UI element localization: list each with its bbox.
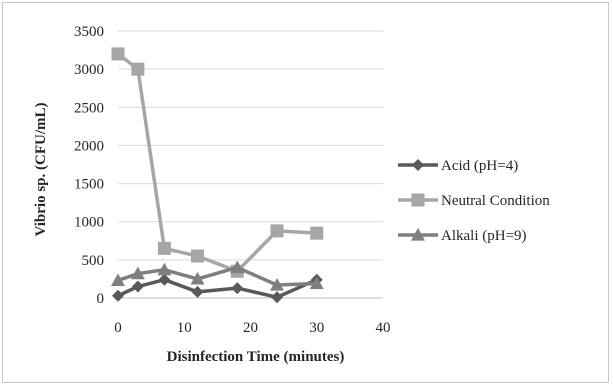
y-axis-title: Vibrio sp. (CFU/mL)	[33, 102, 49, 236]
series-square	[111, 47, 324, 278]
data-point-square	[310, 226, 324, 240]
y-tick-label: 1000	[74, 215, 104, 231]
data-point-triangle	[111, 273, 125, 287]
legend-marker-square	[411, 193, 425, 207]
data-point-diamond	[231, 282, 244, 295]
x-tick-label: 0	[114, 320, 122, 336]
legend: Acid (pH=4) Neutral Condition Alkali (pH=9…	[398, 158, 550, 244]
data-point-triangle	[270, 278, 284, 291]
chart-frame: 0 500 1000 1500 2000 2500 3000 3500 0 10 20 30 40 Di…	[2, 2, 609, 383]
series-line	[117, 277, 318, 299]
data-point-diamond	[158, 273, 171, 286]
data-point-diamond	[112, 289, 124, 302]
x-tick-label: 10	[177, 320, 192, 336]
x-tick-label: 20	[243, 320, 258, 336]
x-tick-label: 30	[309, 320, 324, 336]
legend-label: Acid (pH=4)	[441, 158, 518, 174]
x-tick-label: 40	[376, 320, 391, 336]
legend-marker-triangle	[411, 228, 425, 241]
data-point-triangle	[157, 262, 172, 276]
data-point-square	[270, 224, 284, 238]
y-tick-label: 2500	[74, 100, 104, 116]
y-tick-label: 500	[82, 253, 105, 269]
data-point-square	[111, 47, 125, 61]
legend-label: Neutral Condition	[441, 193, 550, 209]
data-point-square	[191, 249, 204, 263]
data-point-triangle	[190, 271, 205, 285]
y-tick-label: 3500	[74, 24, 104, 40]
data-point-triangle	[130, 266, 145, 280]
x-axis-title: Disinfection Time (minutes)	[167, 349, 345, 365]
data-point-diamond	[271, 291, 283, 304]
y-tick-label: 3000	[74, 62, 104, 78]
series-diamond	[112, 273, 323, 304]
legend-entry: Acid (pH=4)	[398, 158, 518, 174]
y-tick-label: 1500	[74, 177, 104, 193]
line-chart: 0 500 1000 1500 2000 2500 3000 3500 0 10 20 30 40 Di…	[33, 24, 550, 365]
series-line	[116, 52, 317, 274]
legend-marker-diamond	[412, 159, 424, 171]
data-point-diamond	[131, 280, 144, 293]
legend-entry: Alkali (pH=9)	[398, 228, 527, 244]
data-point-square	[157, 241, 171, 255]
y-tick-label: 0	[97, 291, 105, 307]
data-point-triangle	[309, 276, 324, 290]
legend-entry: Neutral Condition	[398, 193, 550, 209]
data-point-diamond	[191, 285, 204, 298]
gridlines	[118, 30, 383, 261]
data-point-square	[131, 62, 145, 76]
data-point-triangle	[230, 260, 245, 274]
legend-label: Alkali (pH=9)	[441, 228, 527, 244]
y-tick-label: 2000	[74, 138, 104, 154]
series-triangle	[111, 260, 324, 291]
series-group	[111, 47, 324, 304]
tick-labels: 0 500 1000 1500 2000 2500 3000 3500 0 10 20 30 40	[74, 24, 391, 336]
